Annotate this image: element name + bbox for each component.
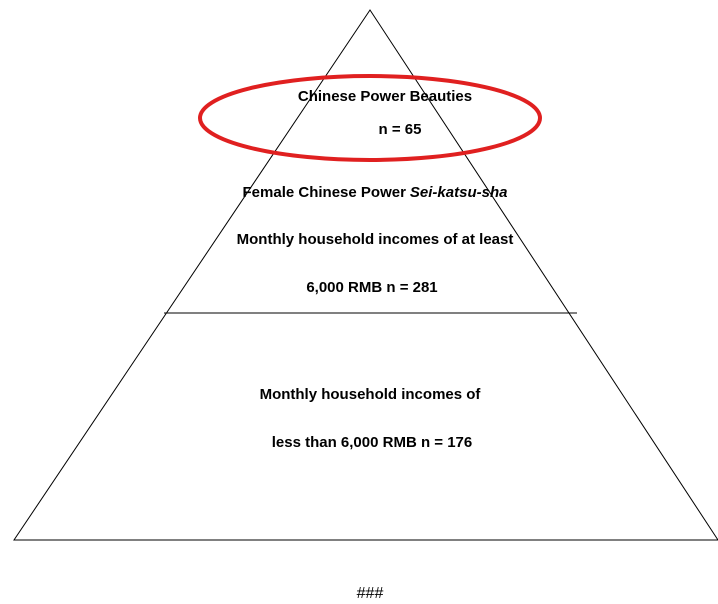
middle-tier-title: Female Chinese Power Sei-katsu-sha [243,184,508,201]
bottom-tier-line: less than 6,000 RMB n = 176 [272,434,473,451]
top-tier-count: n = 65 [379,121,422,138]
middle-tier-title-italic: Sei-katsu-sha [410,184,508,201]
middle-tier-title-plain: Female Chinese Power [243,184,407,201]
middle-tier-line: Monthly household incomes of at least [237,231,514,248]
pyramid-outline [13,9,718,541]
bottom-tier-line: Monthly household incomes of [260,386,482,403]
middle-tier-line: 6,000 RMB n = 281 [306,279,437,296]
footer-mark: ### [357,585,384,602]
top-tier-name: Chinese Power Beauties [298,88,472,105]
highlight-ellipse [198,74,542,162]
